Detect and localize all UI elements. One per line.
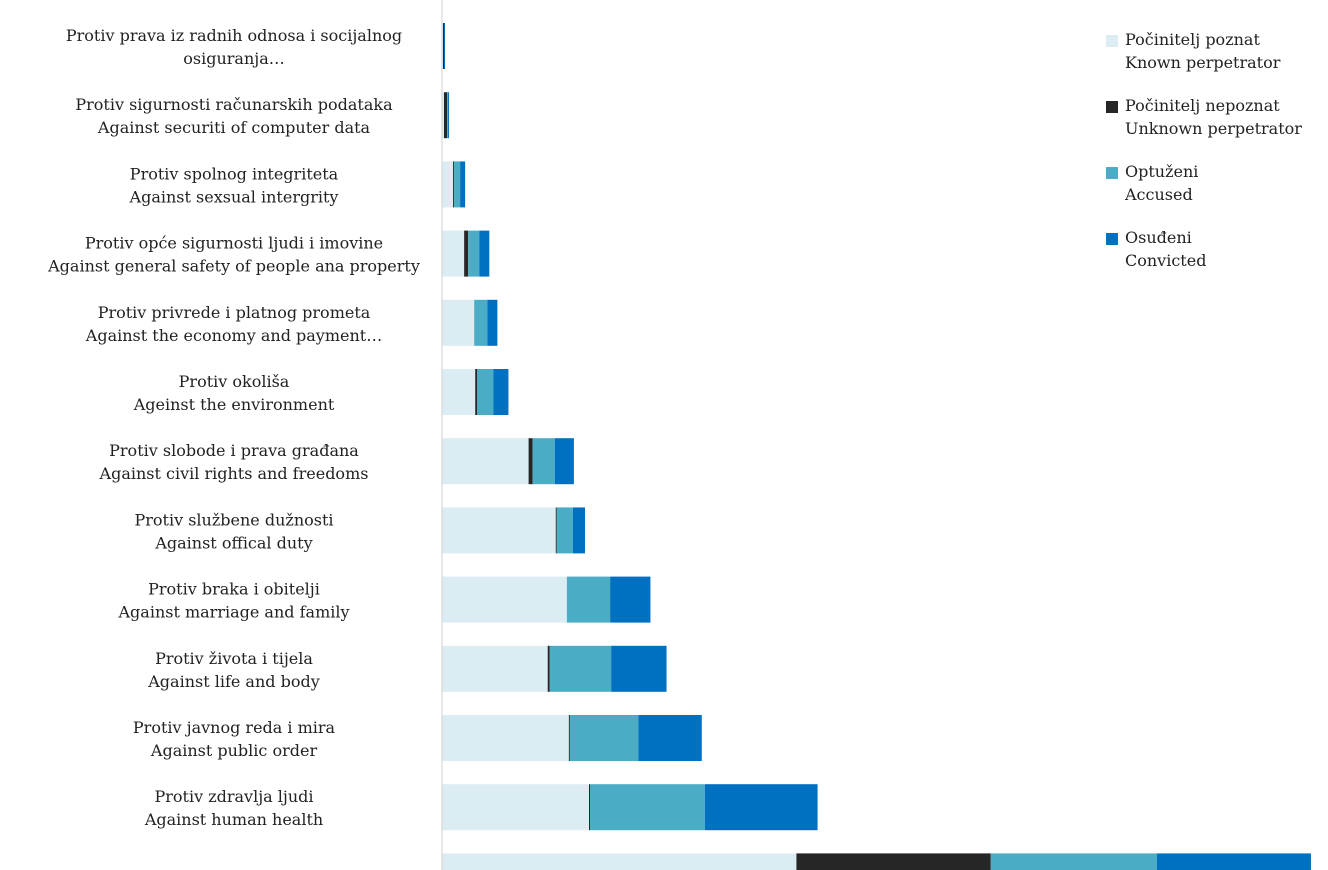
category-label-2: Protiv spolnog integriteta Against sexsua… (129, 164, 339, 206)
category-label-9: Protiv života i tijela Against life and b… (147, 649, 320, 691)
legend-label-known-en: Known perpetrator (1125, 53, 1281, 72)
bar-accused-3 (468, 230, 480, 277)
bar-known-5 (442, 369, 476, 415)
legend-label-convicted-en: Convicted (1125, 251, 1207, 270)
bar-unknown-0 (443, 23, 445, 69)
bar-accused-10 (569, 715, 639, 761)
bar-unknown-3 (464, 230, 469, 277)
legend-label-unknown-hr: Počinitelj nepoznat (1125, 96, 1280, 115)
legend-label-convicted-hr: Osuđeni (1125, 228, 1192, 247)
bar-known-0 (442, 23, 444, 69)
bar-unknown-9 (547, 645, 550, 692)
legend: Počinitelj poznat Known perpetrator Poči… (1106, 28, 1326, 292)
category-labels: Protiv prava iz radnih odnosa i socijaln… (47, 26, 420, 870)
bar-convicted-5 (493, 369, 509, 415)
bar-accused-5 (477, 369, 494, 415)
bar-convicted-9 (611, 645, 667, 692)
legend-item-known: Počinitelj poznat Known perpetrator (1106, 28, 1326, 74)
category-label-12: Protiv imovine (175, 867, 293, 870)
bar-convicted-11 (704, 784, 818, 831)
bar-convicted-0 (444, 23, 446, 69)
bar-accused-4 (474, 299, 488, 346)
bar-unknown-10 (568, 715, 570, 761)
bar-known-6 (442, 438, 529, 485)
bar-accused-1 (447, 92, 449, 139)
bar-known-8 (442, 576, 567, 623)
bar-accused-12 (990, 853, 1157, 870)
bar-accused-2 (454, 161, 461, 208)
legend-label-known-hr: Počinitelj poznat (1125, 30, 1260, 49)
legend-label-accused-en: Accused (1125, 185, 1193, 204)
bar-unknown-1 (444, 92, 448, 139)
bar-accused-7 (556, 507, 573, 554)
category-label-4: Protiv privrede i platnog prometa Against… (85, 303, 382, 345)
bar-unknown-12 (796, 853, 991, 870)
legend-swatch-unknown (1106, 101, 1118, 113)
bar-unknown-11 (589, 784, 591, 831)
bar-unknown-5 (475, 369, 478, 415)
bar-convicted-8 (610, 576, 651, 623)
category-label-8: Protiv braka i obitelji Against marriage … (117, 580, 349, 622)
bar-unknown-7 (555, 507, 557, 554)
legend-item-convicted: Osuđeni Convicted (1106, 226, 1326, 272)
bar-unknown-2 (453, 161, 455, 208)
bar-accused-11 (590, 784, 705, 831)
category-label-3: Protiv opće sigurnosti ljudi i imovine Ag… (47, 234, 420, 276)
bar-accused-6 (532, 438, 555, 485)
category-label-6: Protiv slobode i prava građana Against ci… (99, 441, 369, 483)
legend-swatch-accused (1106, 167, 1118, 179)
category-label-7: Protiv službene dužnosti Against offical … (134, 510, 333, 552)
bar-convicted-10 (638, 715, 702, 761)
bar-convicted-2 (460, 161, 466, 208)
category-label-10: Protiv javnog reda i mira Against public … (133, 718, 336, 760)
bar-convicted-12 (1156, 853, 1311, 870)
bar-unknown-6 (528, 438, 533, 485)
bar-known-7 (442, 507, 556, 554)
category-label-0: Protiv prava iz radnih odnosa i socijaln… (66, 26, 402, 68)
bar-known-1 (442, 92, 445, 139)
legend-item-accused: Optuženi Accused (1106, 160, 1326, 206)
bar-convicted-6 (554, 438, 574, 485)
category-label-11: Protiv zdravlja ljudi Against human healt… (144, 787, 323, 829)
category-label-1: Protiv sigurnosti računarskih podataka Ag… (75, 95, 393, 137)
legend-label-unknown-en: Unknown perpetrator (1125, 119, 1302, 138)
bar-accused-9 (549, 645, 612, 692)
bar-known-10 (442, 715, 569, 761)
bar-known-3 (442, 230, 465, 277)
bars-group (442, 23, 1311, 870)
bar-known-11 (442, 784, 590, 831)
legend-item-unknown: Počinitelj nepoznat Unknown perpetrator (1106, 94, 1326, 140)
bar-known-2 (442, 161, 454, 208)
bar-convicted-1 (448, 92, 450, 139)
bar-known-9 (442, 645, 548, 692)
legend-swatch-known (1106, 35, 1118, 47)
bar-convicted-3 (479, 230, 490, 277)
bar-accused-8 (566, 576, 611, 623)
legend-swatch-convicted (1106, 233, 1118, 245)
category-label-5: Protiv okoliša Ageinst the environment (133, 372, 335, 414)
bar-known-4 (442, 299, 475, 346)
bar-known-12 (442, 853, 797, 870)
legend-label-accused-hr: Optuženi (1125, 162, 1199, 181)
bar-convicted-7 (572, 507, 585, 554)
bar-convicted-4 (487, 299, 498, 346)
